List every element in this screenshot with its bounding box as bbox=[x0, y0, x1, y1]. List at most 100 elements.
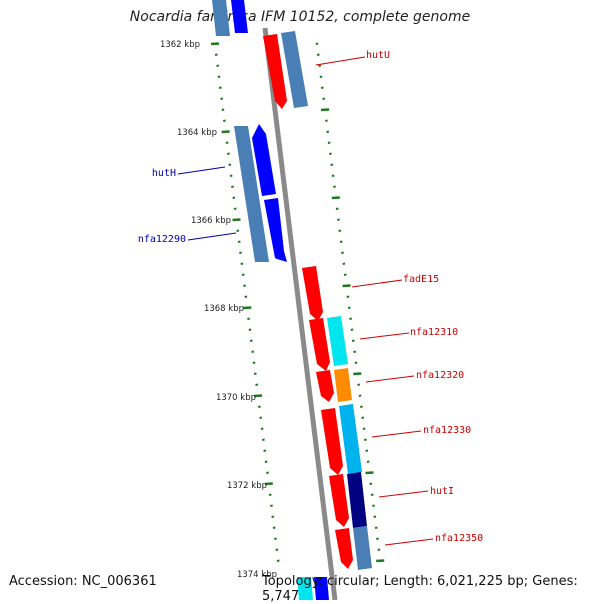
tick-mark bbox=[226, 152, 230, 155]
tick-mark bbox=[259, 416, 263, 419]
gene-label-hutH: hutH bbox=[152, 168, 176, 179]
feature-red-c bbox=[316, 370, 334, 402]
tick-mark bbox=[240, 262, 244, 265]
tick-mark bbox=[365, 471, 374, 475]
tick-mark bbox=[346, 295, 350, 298]
gene-labels: hutU hutH nfa12290 fadE15 nfa12310 nfa12… bbox=[138, 50, 483, 544]
tick-mark bbox=[220, 97, 224, 100]
tick-mark bbox=[257, 405, 261, 408]
tick-mark bbox=[266, 471, 269, 474]
tick-mark bbox=[260, 427, 264, 430]
tick-mark bbox=[349, 317, 353, 320]
tick-mark bbox=[275, 548, 279, 551]
tick-mark bbox=[361, 416, 365, 419]
callout-hutU bbox=[315, 56, 366, 66]
tick-mark bbox=[338, 229, 342, 232]
tick-mark bbox=[350, 328, 354, 331]
tick-mark bbox=[241, 273, 245, 276]
tick-mark bbox=[261, 438, 265, 441]
tick-mark bbox=[362, 427, 366, 430]
tick-mark bbox=[320, 86, 324, 89]
tick-mark bbox=[359, 405, 363, 408]
tick-mark bbox=[330, 163, 334, 166]
tick-mark bbox=[264, 460, 268, 463]
tick-mark bbox=[333, 185, 336, 188]
tick-mark bbox=[249, 339, 253, 342]
tick-mark bbox=[318, 64, 322, 67]
position-label: 1366 kbp bbox=[191, 216, 231, 226]
tick-mark bbox=[342, 284, 351, 288]
tick-mark bbox=[263, 449, 267, 452]
tick-mark bbox=[253, 394, 263, 398]
feature-partial-bottom-1 bbox=[297, 577, 313, 600]
feature-red-b bbox=[309, 318, 330, 371]
tick-mark bbox=[233, 207, 237, 210]
tick-mark bbox=[373, 515, 377, 518]
position-labels: 1362 kbp 1364 kbp 1366 kbp 1368 kbp 1370… bbox=[160, 40, 277, 580]
tick-mark bbox=[270, 504, 273, 507]
position-label: 1368 kbp bbox=[204, 304, 244, 314]
tick-mark bbox=[274, 537, 277, 540]
tick-mark bbox=[370, 493, 374, 496]
tick-mark bbox=[319, 75, 323, 78]
tick-mark bbox=[358, 394, 362, 397]
tick-mark bbox=[232, 218, 241, 222]
tick-mark bbox=[331, 174, 335, 177]
tick-mark bbox=[339, 240, 343, 243]
tick-mark bbox=[315, 42, 319, 45]
tick-mark bbox=[244, 295, 248, 298]
gene-label-nfa12310: nfa12310 bbox=[410, 327, 458, 338]
tick-mark bbox=[216, 64, 220, 67]
tick-mark bbox=[243, 306, 252, 310]
tick-mark bbox=[335, 207, 339, 210]
tick-mark bbox=[351, 339, 355, 342]
tick-mark bbox=[365, 449, 369, 452]
tick-mark bbox=[264, 482, 273, 486]
feature-reverse-outer bbox=[234, 126, 269, 262]
tick-mark bbox=[342, 262, 346, 265]
gene-label-fadE15: fadE15 bbox=[403, 274, 439, 285]
tick-mark bbox=[247, 317, 251, 320]
tick-mark bbox=[272, 526, 276, 529]
position-label: 1370 kbp bbox=[216, 393, 256, 403]
feature-hutI bbox=[347, 472, 367, 528]
tick-mark bbox=[327, 141, 331, 144]
bottom-partial-features bbox=[297, 577, 329, 600]
tick-mark bbox=[357, 383, 361, 386]
feature-hutH bbox=[252, 124, 276, 196]
feature-nfa12290 bbox=[264, 198, 287, 262]
tick-mark bbox=[221, 108, 225, 111]
callout-fadE15 bbox=[351, 279, 403, 288]
callout-hutH bbox=[177, 166, 226, 175]
position-label: 1362 kbp bbox=[160, 40, 200, 50]
tick-mark bbox=[271, 515, 275, 518]
tick-mark bbox=[331, 196, 340, 200]
feature-partial-top-2 bbox=[231, 0, 248, 33]
feature-partial-bottom-2 bbox=[314, 577, 329, 600]
feature-red-a bbox=[263, 34, 287, 109]
tick-mark bbox=[237, 240, 241, 243]
callout-lines bbox=[177, 56, 434, 546]
tick-mark bbox=[210, 42, 220, 46]
tick-mark bbox=[236, 229, 240, 232]
tick-mark bbox=[363, 438, 367, 441]
top-partial-features bbox=[212, 0, 248, 36]
gene-label-nfa12330: nfa12330 bbox=[423, 425, 471, 436]
tick-mark bbox=[231, 185, 234, 188]
feature-nfa12320 bbox=[334, 368, 352, 402]
tick-mark bbox=[374, 526, 378, 529]
tick-mark bbox=[243, 284, 247, 287]
tick-mark bbox=[324, 119, 328, 122]
genome-backbone bbox=[262, 27, 338, 600]
tick-mark bbox=[214, 53, 218, 56]
tick-mark bbox=[217, 75, 221, 78]
tick-mark bbox=[369, 482, 373, 485]
feature-red-d bbox=[321, 408, 343, 475]
tick-mark bbox=[326, 130, 330, 133]
feature-fadE15 bbox=[302, 266, 323, 321]
tick-mark bbox=[251, 350, 255, 353]
tick-mark bbox=[376, 559, 385, 563]
tick-mark bbox=[353, 372, 362, 376]
tick-mark bbox=[328, 152, 332, 155]
